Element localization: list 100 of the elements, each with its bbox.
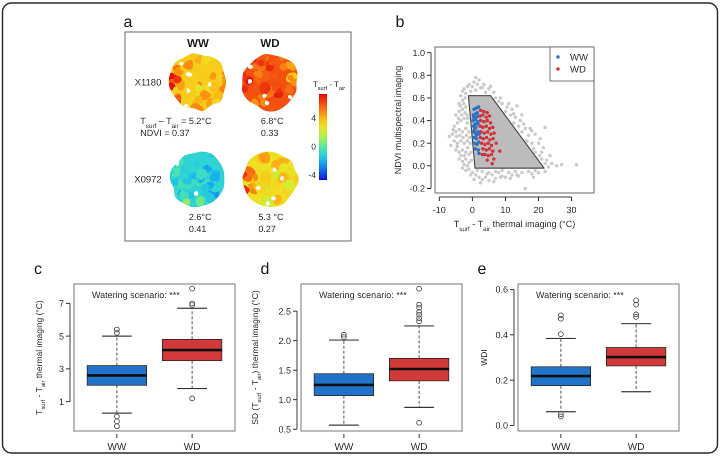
point	[492, 131, 496, 135]
x-tick-label: WW	[551, 442, 571, 453]
y-tick-label: 1.0	[278, 394, 291, 405]
point	[484, 148, 488, 152]
point	[486, 142, 490, 145]
category-label: X0972	[134, 174, 162, 186]
point	[486, 130, 490, 134]
text: 0.41	[188, 224, 206, 234]
x-tick-label: 30	[566, 205, 577, 215]
y-tick-label: 0.6	[412, 93, 425, 104]
point	[481, 147, 485, 151]
y-tick-label: 0.4	[495, 330, 508, 340]
category-label: WD	[260, 38, 280, 50]
annotation: Watering scenario: ***	[536, 290, 624, 300]
point	[478, 136, 482, 140]
point	[486, 154, 490, 158]
text: 2.6°C	[188, 212, 212, 222]
y-tick-label: 0.8	[412, 70, 425, 80]
point	[488, 121, 492, 125]
text: T$_{surf}$ – T$_{air}$ = 5.2°C	[140, 116, 212, 130]
point	[488, 138, 492, 142]
y-tick-label: -0.2	[409, 184, 425, 194]
chart-title: c	[34, 261, 42, 278]
category-label: WW	[187, 38, 209, 50]
text: 0.33	[260, 128, 278, 138]
point	[492, 157, 496, 161]
x-tick-label: 10	[500, 205, 510, 215]
point	[484, 124, 488, 128]
annotation: Watering scenario: ***	[92, 290, 180, 300]
text: 4	[311, 113, 316, 124]
point	[483, 142, 487, 146]
legend-label: WD	[570, 64, 586, 76]
point	[488, 126, 492, 130]
x-tick-label: WD	[628, 442, 644, 453]
point	[482, 131, 486, 135]
text: -4	[308, 170, 316, 180]
point	[476, 122, 480, 126]
text: 6.8°C	[260, 116, 284, 126]
point	[474, 134, 478, 137]
y-tick-label: 0.0	[412, 160, 425, 171]
x-tick-label: 20	[533, 205, 544, 215]
point	[486, 110, 489, 114]
point	[480, 142, 484, 145]
point	[494, 142, 498, 145]
y-tick-label: 0.4	[412, 116, 425, 126]
point	[490, 144, 494, 148]
point	[478, 108, 482, 112]
point	[472, 142, 476, 145]
point	[484, 115, 488, 119]
legend-label: WW	[570, 52, 588, 64]
point	[476, 148, 480, 152]
text: 5.3 °C	[258, 212, 284, 222]
y-tick-label: 3	[58, 364, 64, 374]
point	[482, 110, 486, 114]
point	[490, 162, 494, 166]
chart-title: e	[478, 261, 487, 278]
y-tick-label: 0.2	[495, 375, 508, 386]
point	[491, 136, 495, 140]
point	[489, 132, 493, 136]
x-tick-label: 0	[470, 205, 475, 215]
point	[488, 114, 492, 118]
x-tick-label: WW	[334, 442, 354, 453]
y-tick-label: 1	[58, 396, 64, 407]
point	[475, 142, 479, 146]
y-tick-label: 0.2	[412, 138, 425, 148]
point	[482, 136, 485, 140]
x-tick-label: -10	[432, 205, 446, 215]
y-tick-label: 1.5	[278, 365, 291, 376]
category-label: X1180	[134, 77, 162, 88]
point	[490, 152, 494, 156]
point	[482, 120, 486, 124]
point	[473, 122, 477, 126]
annotation: Watering scenario: ***	[319, 290, 408, 300]
y-tick-label: 0.0	[495, 420, 508, 431]
text: 0.27	[258, 224, 276, 234]
point	[477, 152, 481, 156]
point	[478, 118, 482, 122]
y-axis-title: NDVI multispectral imaging	[393, 66, 403, 174]
point	[491, 126, 495, 130]
point	[480, 152, 484, 156]
point	[481, 113, 485, 117]
y-tick-label: 5	[58, 331, 64, 342]
point	[488, 147, 492, 151]
point	[478, 124, 482, 128]
point	[484, 136, 488, 140]
point	[481, 126, 485, 130]
x-tick-label: WD	[184, 442, 200, 453]
point	[474, 136, 478, 140]
y-tick-label: 0.6	[495, 284, 508, 295]
y-tick-label: 1.0	[412, 48, 425, 58]
point	[498, 149, 502, 153]
chart-title: b	[396, 14, 405, 31]
text: NDVI = 0.37	[140, 128, 190, 138]
y-tick-label: 0.5	[278, 424, 291, 434]
text: 0	[311, 141, 316, 152]
point	[474, 147, 478, 151]
point	[486, 118, 489, 122]
point	[486, 158, 489, 162]
point	[491, 149, 495, 153]
y-tick-label: 2.5	[278, 306, 291, 316]
